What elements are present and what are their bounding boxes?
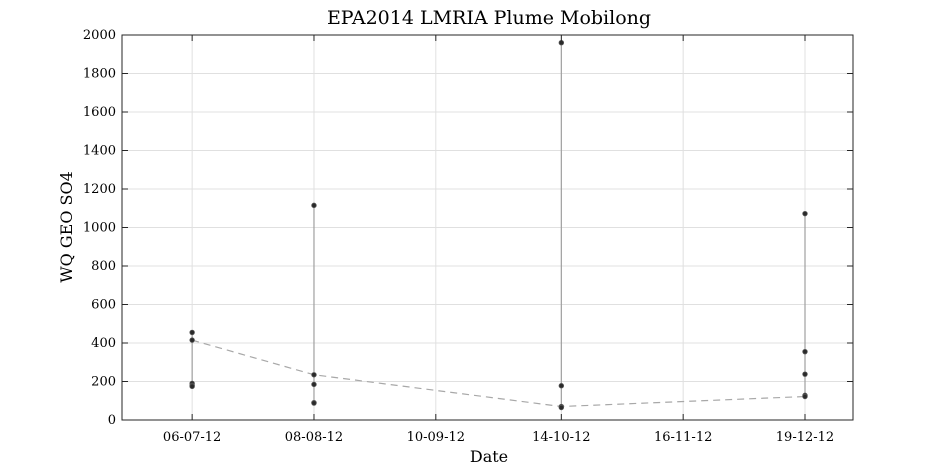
data-point bbox=[311, 202, 317, 209]
y-tick-label: 0 bbox=[108, 413, 116, 428]
data-point bbox=[189, 383, 195, 390]
y-tick-label: 600 bbox=[91, 298, 116, 313]
chart-title: EPA2014 LMRIA Plume Mobilong bbox=[327, 7, 651, 29]
y-tick-label: 400 bbox=[91, 336, 116, 351]
y-tick-label: 1000 bbox=[83, 221, 116, 236]
x-tick-label: 14-10-12 bbox=[532, 430, 590, 445]
data-point bbox=[558, 404, 565, 411]
data-point bbox=[311, 381, 317, 388]
trend-line bbox=[191, 339, 806, 408]
y-tick-label: 800 bbox=[91, 259, 116, 274]
axis-ticks: 06-07-12 08-08-12 10-09-12 14-10-12 16-11-12… bbox=[83, 28, 853, 445]
data-point bbox=[802, 348, 808, 355]
x-tick-label: 10-09-12 bbox=[407, 430, 465, 445]
data-point bbox=[558, 383, 565, 389]
y-axis-label: WQ GEO SO4 bbox=[57, 171, 76, 283]
data-point bbox=[802, 210, 808, 217]
data-point bbox=[802, 371, 808, 377]
y-tick-label: 1600 bbox=[83, 105, 116, 120]
grid bbox=[122, 34, 853, 421]
x-tick-label: 16-11-12 bbox=[654, 430, 712, 445]
series bbox=[189, 40, 808, 411]
y-tick-label: 1800 bbox=[83, 67, 116, 82]
y-tick-label: 1200 bbox=[83, 182, 116, 197]
data-point bbox=[311, 400, 317, 406]
data-point bbox=[311, 372, 317, 378]
x-tick-label: 08-08-12 bbox=[285, 430, 343, 445]
data-point bbox=[189, 329, 195, 336]
y-tick-label: 200 bbox=[91, 375, 116, 390]
x-tick-label: 06-07-12 bbox=[163, 430, 221, 445]
data-point bbox=[189, 337, 195, 343]
y-tick-label: 2000 bbox=[83, 28, 116, 43]
data-point bbox=[802, 393, 808, 400]
x-axis-label: Date bbox=[470, 447, 508, 466]
x-tick-label: 19-12-12 bbox=[776, 430, 834, 445]
y-tick-label: 1400 bbox=[83, 144, 116, 159]
data-point bbox=[558, 40, 565, 46]
